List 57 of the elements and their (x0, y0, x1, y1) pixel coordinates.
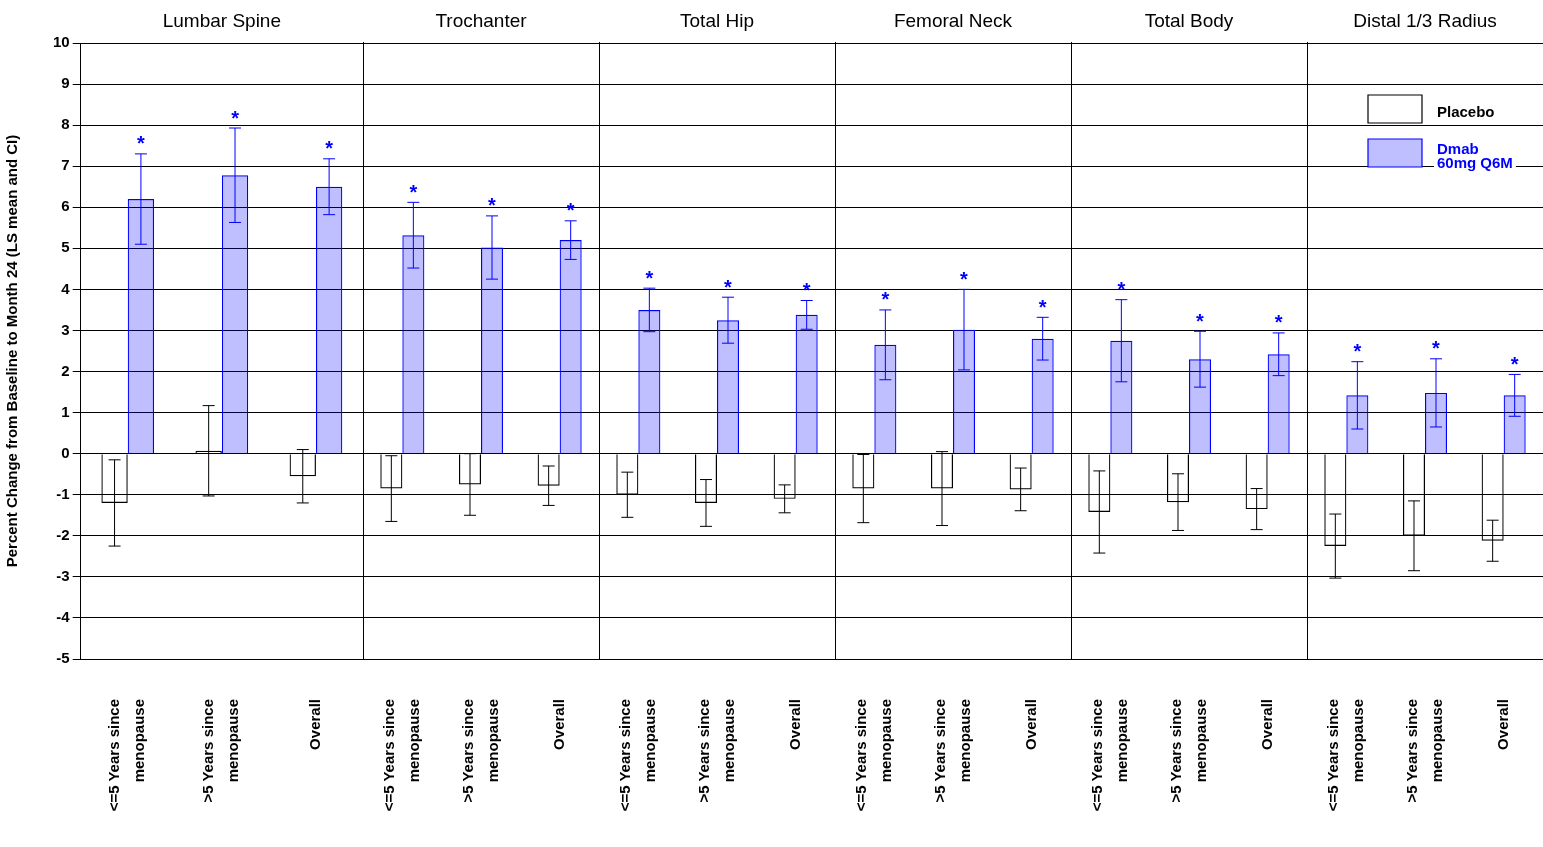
x-tick-label: <=5 Years since menopause (615, 699, 658, 812)
data-label: * (409, 180, 418, 203)
y-tick-label: -2 (56, 525, 70, 543)
data-label: * (137, 132, 146, 155)
data-label: * (1038, 295, 1047, 318)
data-label: * (1274, 311, 1283, 334)
x-tick-label: <=5 Years since menopause (379, 699, 422, 812)
data-label: * (881, 288, 890, 311)
chart-title: Distal 1/3 Radius (1353, 10, 1497, 32)
y-tick-label: 10 (53, 33, 70, 51)
data-label: * (724, 275, 733, 298)
x-tick-label: Overall (306, 699, 324, 750)
data-label: * (645, 266, 654, 289)
x-tick-label: <=5 Years since menopause (105, 699, 148, 812)
data-label: * (1353, 340, 1362, 363)
x-tick-label: <=5 Years since menopause (1087, 699, 1130, 812)
bar (717, 320, 740, 454)
y-tick-label: 3 (61, 320, 70, 338)
bar (402, 235, 425, 454)
y-tick-label: 0 (61, 443, 70, 461)
y-tick-label: 2 (61, 361, 70, 379)
y-tick-label: 9 (61, 74, 70, 92)
data-label: * (325, 137, 334, 160)
y-tick-label: -1 (56, 484, 70, 502)
x-tick-label: <=5 Years since menopause (851, 699, 894, 812)
data-label: * (1196, 309, 1205, 332)
x-tick-label: <=5 Years since menopause (1323, 699, 1366, 812)
data-label: * (1510, 352, 1519, 375)
data-label: * (960, 267, 969, 290)
y-tick-label: -4 (56, 608, 71, 626)
data-label: * (231, 106, 240, 129)
chart-title: Total Hip (680, 10, 754, 32)
bar (1267, 354, 1290, 454)
x-tick-label: Overall (785, 699, 803, 750)
y-tick-label: 5 (61, 238, 70, 256)
x-tick-label: Overall (1257, 699, 1275, 750)
y-tick-label: 7 (61, 156, 70, 174)
x-tick-label: Overall (1493, 699, 1511, 750)
y-tick-label: 4 (61, 279, 71, 297)
legend-label: Dmab 60mg Q6M (1437, 140, 1513, 172)
chart-title: Trochanter (435, 10, 528, 32)
y-tick-label: -5 (56, 649, 70, 667)
y-tick-label: -3 (56, 567, 70, 585)
data-label: * (488, 194, 497, 217)
y-tick-label: 6 (61, 197, 70, 215)
x-tick-label: Overall (549, 699, 567, 750)
y-axis-title: Percent Change from Baseline to Month 24 (LS mean and CI) (3, 134, 21, 568)
chart-title: Lumbar Spine (162, 10, 281, 32)
bar (221, 175, 249, 454)
bar (1189, 359, 1212, 454)
y-tick-label: 8 (61, 115, 70, 133)
x-tick-label: Overall (1021, 699, 1039, 750)
data-label: * (1432, 337, 1441, 360)
legend-label: Placebo (1437, 103, 1495, 121)
y-tick-label: 1 (61, 402, 70, 420)
chart-title: Total Body (1144, 10, 1234, 32)
chart-title: Femoral Neck (893, 10, 1013, 32)
